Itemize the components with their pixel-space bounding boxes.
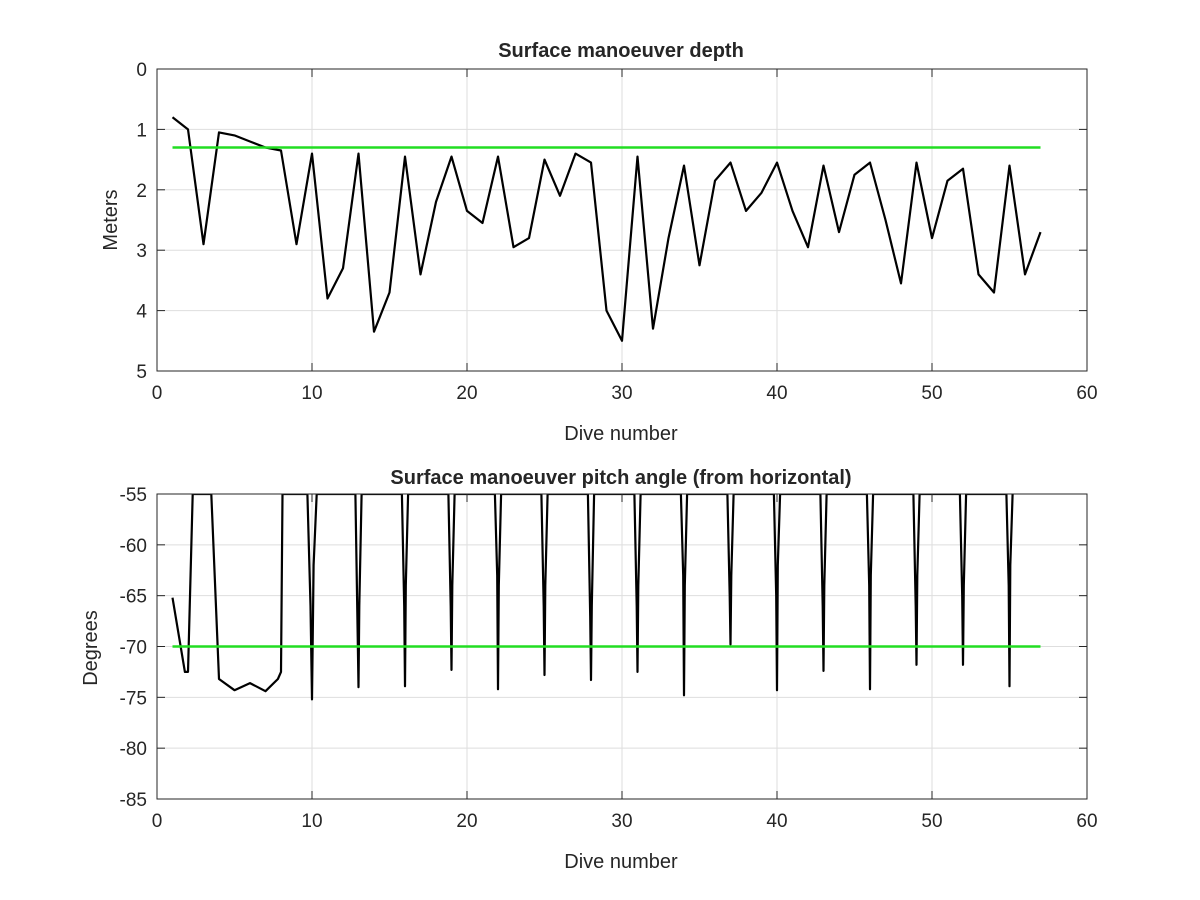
- pitch-plot-ylabel: Degrees: [80, 610, 102, 686]
- pitch-x-tick-label: 10: [301, 811, 322, 832]
- depth-data-line: [171, 116, 1042, 342]
- depth-y-tick-label: 5: [136, 362, 147, 383]
- depth-x-tick-label: 20: [456, 383, 477, 404]
- depth-x-tick-label: 60: [1076, 383, 1097, 404]
- pitch-y-tick-label: -75: [120, 688, 147, 709]
- pitch-x-tick-label: 60: [1076, 811, 1097, 832]
- depth-x-tick-label: 0: [152, 383, 163, 404]
- pitch-y-tick-label: -80: [120, 739, 147, 760]
- pitch-plot: Surface manoeuver pitch angle (from hori…: [80, 467, 1098, 873]
- depth-plot-ylabel: Meters: [100, 189, 122, 250]
- depth-plot: Surface manoeuver depth Dive number Mete…: [100, 40, 1098, 445]
- pitch-x-tick-label: 40: [766, 811, 787, 832]
- pitch-y-tick-label: -70: [120, 638, 147, 659]
- depth-plot-xlabel: Dive number: [564, 423, 678, 445]
- pitch-y-tick-label: -85: [120, 790, 147, 811]
- depth-x-tick-label: 30: [611, 383, 632, 404]
- depth-y-tick-label: 1: [136, 120, 147, 141]
- pitch-y-tick-label: -65: [120, 587, 147, 608]
- pitch-x-tick-label: 0: [152, 811, 163, 832]
- depth-x-tick-label: 10: [301, 383, 322, 404]
- pitch-x-tick-label: 50: [921, 811, 942, 832]
- depth-y-tick-label: 2: [136, 181, 147, 202]
- depth-y-tick-label: 0: [136, 60, 147, 81]
- pitch-x-tick-label: 20: [456, 811, 477, 832]
- pitch-x-tick-label: 30: [611, 811, 632, 832]
- pitch-plot-xlabel: Dive number: [564, 851, 678, 873]
- depth-x-tick-label: 40: [766, 383, 787, 404]
- pitch-plot-title: Surface manoeuver pitch angle (from hori…: [390, 467, 851, 489]
- pitch-data-line: [171, 494, 1014, 701]
- depth-y-tick-label: 3: [136, 241, 147, 262]
- pitch-y-tick-label: -60: [120, 536, 147, 557]
- pitch-y-tick-label: -55: [120, 485, 147, 506]
- depth-plot-title: Surface manoeuver depth: [498, 40, 744, 62]
- depth-x-tick-label: 50: [921, 383, 942, 404]
- depth-y-tick-label: 4: [136, 302, 147, 323]
